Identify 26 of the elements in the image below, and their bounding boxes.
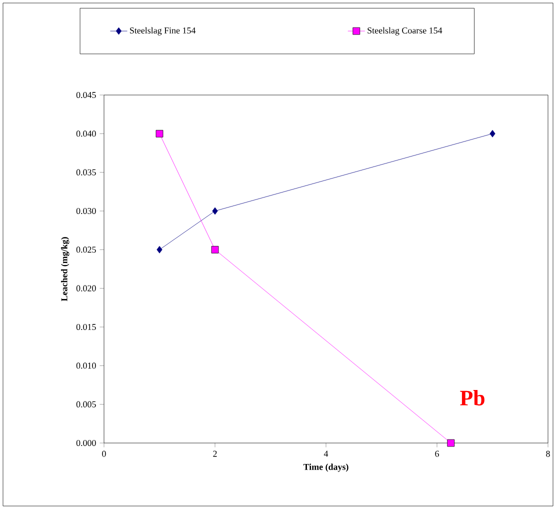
y-tick-label: 0.045 [76, 92, 96, 98]
y-tick-label: 0.035 [76, 169, 96, 176]
x-tick-label: 0 [102, 450, 106, 457]
x-tick-label: 8 [546, 450, 550, 457]
x-axis-title: Time (days) [303, 464, 348, 472]
y-tick-label: 0.005 [76, 401, 96, 408]
y-tick-label: 0.015 [76, 324, 96, 330]
x-tick-label: 2 [213, 450, 217, 457]
legend-label: Steelslag Coarse 154 [368, 27, 442, 36]
y-tick-label: 0.010 [76, 362, 96, 369]
point [156, 130, 164, 138]
x-tick-label: 4 [324, 450, 328, 457]
y-tick-label: 0.020 [76, 285, 96, 292]
legend-label: Steelslag Fine 154 [130, 27, 196, 36]
point [490, 130, 496, 138]
y-tick-label: 0.030 [76, 208, 96, 214]
y-tick-label: 0.025 [76, 246, 96, 253]
x-tick-label: 6 [435, 450, 439, 457]
annotation: Pb [460, 390, 484, 406]
y-tick-label: 0.000 [76, 440, 96, 446]
point [211, 246, 219, 254]
point [212, 207, 218, 215]
point [447, 439, 455, 447]
y-tick-label: 0.040 [76, 130, 96, 137]
point [156, 246, 162, 254]
y-axis-title: Leached (mg/kg) [61, 237, 70, 302]
